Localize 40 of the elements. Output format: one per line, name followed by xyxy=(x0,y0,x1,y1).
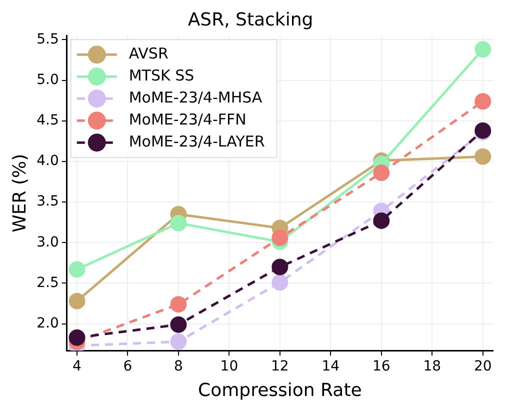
x-tick-label: 10 xyxy=(220,358,238,375)
legend-label: MoME-23/4-FFN xyxy=(128,110,246,128)
point xyxy=(474,93,492,110)
y-tick-label: 3.0 xyxy=(36,234,59,250)
x-tick-label: 4 xyxy=(72,358,82,375)
y-tick-label: 5.5 xyxy=(36,31,59,48)
point xyxy=(68,261,86,278)
point xyxy=(272,230,288,246)
y-tick-label: 3.5 xyxy=(36,194,59,210)
x-tick-label: 16 xyxy=(372,358,390,375)
x-tick-label: 18 xyxy=(423,358,442,375)
point xyxy=(474,148,492,165)
chart-title: ASR, Stacking xyxy=(188,9,314,30)
point xyxy=(68,292,86,310)
x-tick-label: 8 xyxy=(174,358,183,375)
y-tick-label: 2.0 xyxy=(36,315,59,332)
point xyxy=(474,41,492,58)
point xyxy=(373,212,390,229)
legend-label: MoME-23/4-LAYER xyxy=(128,132,265,150)
x-tick-label: 14 xyxy=(322,358,340,375)
point xyxy=(170,214,187,232)
legend-label: AVSR xyxy=(128,44,168,62)
y-tick-label: 4.0 xyxy=(36,153,59,170)
point xyxy=(170,316,187,333)
x-tick-label: 6 xyxy=(123,358,132,375)
x-tick-label: 20 xyxy=(474,358,492,375)
point xyxy=(68,329,86,346)
point xyxy=(170,333,187,350)
y-axis-title: WER (%) xyxy=(9,154,30,232)
y-tick-label: 4.5 xyxy=(36,112,59,128)
legend-label: MoME-23/4-MHSA xyxy=(128,88,263,106)
x-tick-label: 12 xyxy=(271,358,289,375)
legend-label: MTSK SS xyxy=(128,66,194,84)
point xyxy=(272,274,288,291)
point xyxy=(170,296,187,313)
x-axis-title: Compression Rate xyxy=(198,380,362,401)
y-tick-label: 5.0 xyxy=(36,72,59,88)
point xyxy=(373,164,390,182)
y-tick-label: 2.5 xyxy=(36,274,59,291)
point xyxy=(272,258,288,276)
